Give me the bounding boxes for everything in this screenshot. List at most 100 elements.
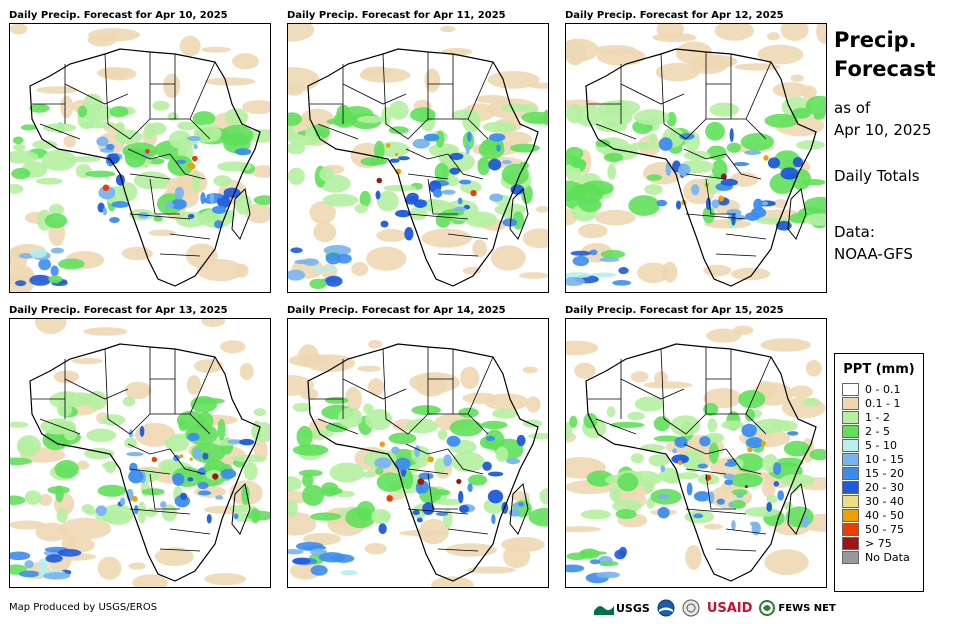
coastline [29,48,261,287]
sidebar: Precip. Forecast as of Apr 10, 2025 Dail… [834,26,964,265]
legend-item: 2 - 5 [835,424,923,438]
legend-label: 50 - 75 [865,522,904,536]
legend-label: 0 - 0.1 [865,382,901,396]
forecast-panel-apr10: Daily Precip. Forecast for Apr 10, 2025 [9,9,271,293]
legend-item: 20 - 30 [835,480,923,494]
legend-label: 1 - 2 [865,410,890,424]
madagascar-outline [509,482,529,535]
madagascar-outline [231,482,251,535]
coastline [29,343,261,582]
precip-field [10,24,270,292]
legend-label: 0.1 - 1 [865,396,901,410]
country-borders [310,52,494,257]
precip-map [565,23,827,293]
noaa-logo [657,599,675,617]
legend-item: > 75 [835,536,923,550]
map-title: Precip. Forecast [834,26,964,84]
legend-swatch [842,396,859,410]
fewsnet-logo: FEWS NET [759,600,836,616]
map-credit: Map Produced by USGS/EROS [9,602,158,613]
legend-label: > 75 [865,536,892,550]
legend-swatch [842,382,859,396]
legend-label: 40 - 50 [865,508,904,522]
madagascar-outline [509,187,529,240]
panel-title: Daily Precip. Forecast for Apr 12, 2025 [565,10,784,21]
totals-label: Daily Totals [834,167,920,185]
precip-field [566,24,826,286]
legend-item: 30 - 40 [835,494,923,508]
precip-field [10,319,270,587]
title-line-2: Forecast [834,57,936,81]
legend-item: 40 - 50 [835,508,923,522]
legend-swatch [842,480,859,494]
legend-item: 0.1 - 1 [835,396,923,410]
legend-item: 5 - 10 [835,438,923,452]
country-borders [588,347,772,552]
legend-swatch [842,466,859,480]
dos-seal-logo [682,599,700,617]
legend-swatch [842,550,859,564]
coastline [307,48,539,287]
coastline [585,343,817,582]
legend-swatch [842,424,859,438]
legend-item: 1 - 2 [835,410,923,424]
forecast-panel-apr14: Daily Precip. Forecast for Apr 14, 2025 [287,304,549,588]
usgs-logo: USGS [594,601,650,615]
as-of-date: Apr 10, 2025 [834,121,932,139]
madagascar-outline [787,187,807,240]
legend-swatch [842,508,859,522]
legend-label: 2 - 5 [865,424,890,438]
precip-map [9,23,271,293]
country-borders [310,347,494,552]
forecast-panel-apr13: Daily Precip. Forecast for Apr 13, 2025 [9,304,271,588]
madagascar-outline [787,482,807,535]
precip-map [9,318,271,588]
forecast-panel-apr11: Daily Precip. Forecast for Apr 11, 2025 [287,9,549,293]
country-borders [32,52,216,257]
forecast-panel-apr15: Daily Precip. Forecast for Apr 15, 2025 [565,304,827,588]
coastline [307,343,539,582]
legend: PPT (mm) 0 - 0.1 0.1 - 1 1 - 2 2 - 5 5 -… [834,353,924,592]
legend-item: 0 - 0.1 [835,382,923,396]
title-line-1: Precip. [834,28,917,52]
panel-title: Daily Precip. Forecast for Apr 11, 2025 [287,10,506,21]
data-source: NOAA-GFS [834,245,913,263]
legend-title: PPT (mm) [843,362,915,377]
legend-swatch [842,536,859,550]
precip-field [288,24,548,290]
fewsnet-logo-text: FEWS NET [778,602,836,614]
madagascar-outline [231,187,251,240]
usaid-logo-text: USAID [706,600,753,616]
legend-label: 5 - 10 [865,438,897,452]
legend-swatch [842,438,859,452]
usaid-logo: USAID [707,601,753,616]
panel-title: Daily Precip. Forecast for Apr 15, 2025 [565,305,784,316]
legend-item: 10 - 15 [835,452,923,466]
legend-item: 50 - 75 [835,522,923,536]
usgs-logo-text: USGS [616,601,650,615]
precip-map [287,318,549,588]
legend-item: No Data [835,550,923,564]
legend-label: 30 - 40 [865,494,904,508]
legend-swatch [842,494,859,508]
legend-label: 15 - 20 [865,466,904,480]
precip-map [287,23,549,293]
coastline [585,48,817,287]
country-borders [588,52,772,257]
legend-label: No Data [865,550,910,564]
legend-label: 20 - 30 [865,480,904,494]
legend-swatch [842,410,859,424]
partner-logos: USGS USAID FEWS NET [594,598,843,618]
legend-label: 10 - 15 [865,452,904,466]
as-of-label: as of [834,99,871,117]
panel-title: Daily Precip. Forecast for Apr 13, 2025 [9,305,228,316]
panel-title: Daily Precip. Forecast for Apr 10, 2025 [9,10,228,21]
legend-swatch [842,522,859,536]
forecast-panel-apr12: Daily Precip. Forecast for Apr 12, 2025 [565,9,827,293]
precip-field [566,325,826,584]
precip-map [565,318,827,588]
legend-swatch [842,452,859,466]
data-label: Data: [834,223,875,241]
country-borders [32,347,216,552]
panel-title: Daily Precip. Forecast for Apr 14, 2025 [287,305,506,316]
